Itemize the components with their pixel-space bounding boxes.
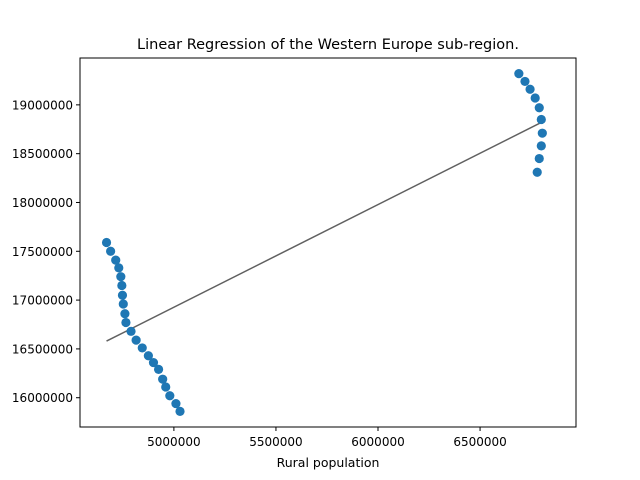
data-point xyxy=(171,398,181,409)
data-point xyxy=(530,93,540,103)
data-point xyxy=(525,84,535,94)
data-point xyxy=(137,343,147,353)
x-axis-label: Rural population xyxy=(277,455,380,470)
y-tick-label: 17000000 xyxy=(12,294,73,308)
x-tick-label: 5500000 xyxy=(249,435,302,449)
data-point xyxy=(126,326,136,336)
data-point xyxy=(117,280,127,291)
data-point xyxy=(106,246,116,256)
x-tick-label: 6000000 xyxy=(351,435,404,449)
data-point xyxy=(536,141,546,151)
y-tick-label: 16000000 xyxy=(12,391,73,405)
data-point xyxy=(148,357,159,368)
regression-line xyxy=(106,121,542,342)
y-tick-label: 18000000 xyxy=(12,196,73,210)
x-tick-label: 5000000 xyxy=(147,435,200,449)
data-point xyxy=(120,309,130,319)
data-point xyxy=(118,299,128,309)
data-point xyxy=(534,103,544,113)
y-tick-label: 19000000 xyxy=(12,98,73,112)
data-point xyxy=(153,364,164,375)
data-point xyxy=(537,128,547,138)
plot-area xyxy=(101,69,547,416)
y-tick-label: 18500000 xyxy=(12,147,73,161)
data-point xyxy=(117,290,128,300)
data-point xyxy=(165,391,175,401)
data-point xyxy=(536,114,546,125)
data-point xyxy=(114,263,124,273)
data-point xyxy=(116,272,126,282)
data-point xyxy=(534,153,544,164)
data-point xyxy=(143,351,153,361)
data-point xyxy=(175,406,185,416)
data-point xyxy=(514,69,524,79)
data-point xyxy=(101,237,112,248)
y-axis: 16000000 16500000 17000000 17500000 18000000… xyxy=(12,98,80,405)
chart-title: Linear Regression of the Western Europe … xyxy=(137,37,519,53)
data-point xyxy=(158,374,168,384)
y-tick-label: 16500000 xyxy=(12,342,73,356)
x-axis: 5000000 5500000 6000000 6500000 xyxy=(147,427,507,449)
x-tick-label: 6500000 xyxy=(453,435,506,449)
axes-frame xyxy=(79,57,577,428)
y-tick-label: 17500000 xyxy=(12,245,73,259)
data-point xyxy=(161,382,171,392)
data-point xyxy=(121,317,131,328)
data-point xyxy=(131,335,141,345)
data-point xyxy=(111,255,121,265)
data-point xyxy=(532,167,542,177)
data-point xyxy=(520,76,530,87)
